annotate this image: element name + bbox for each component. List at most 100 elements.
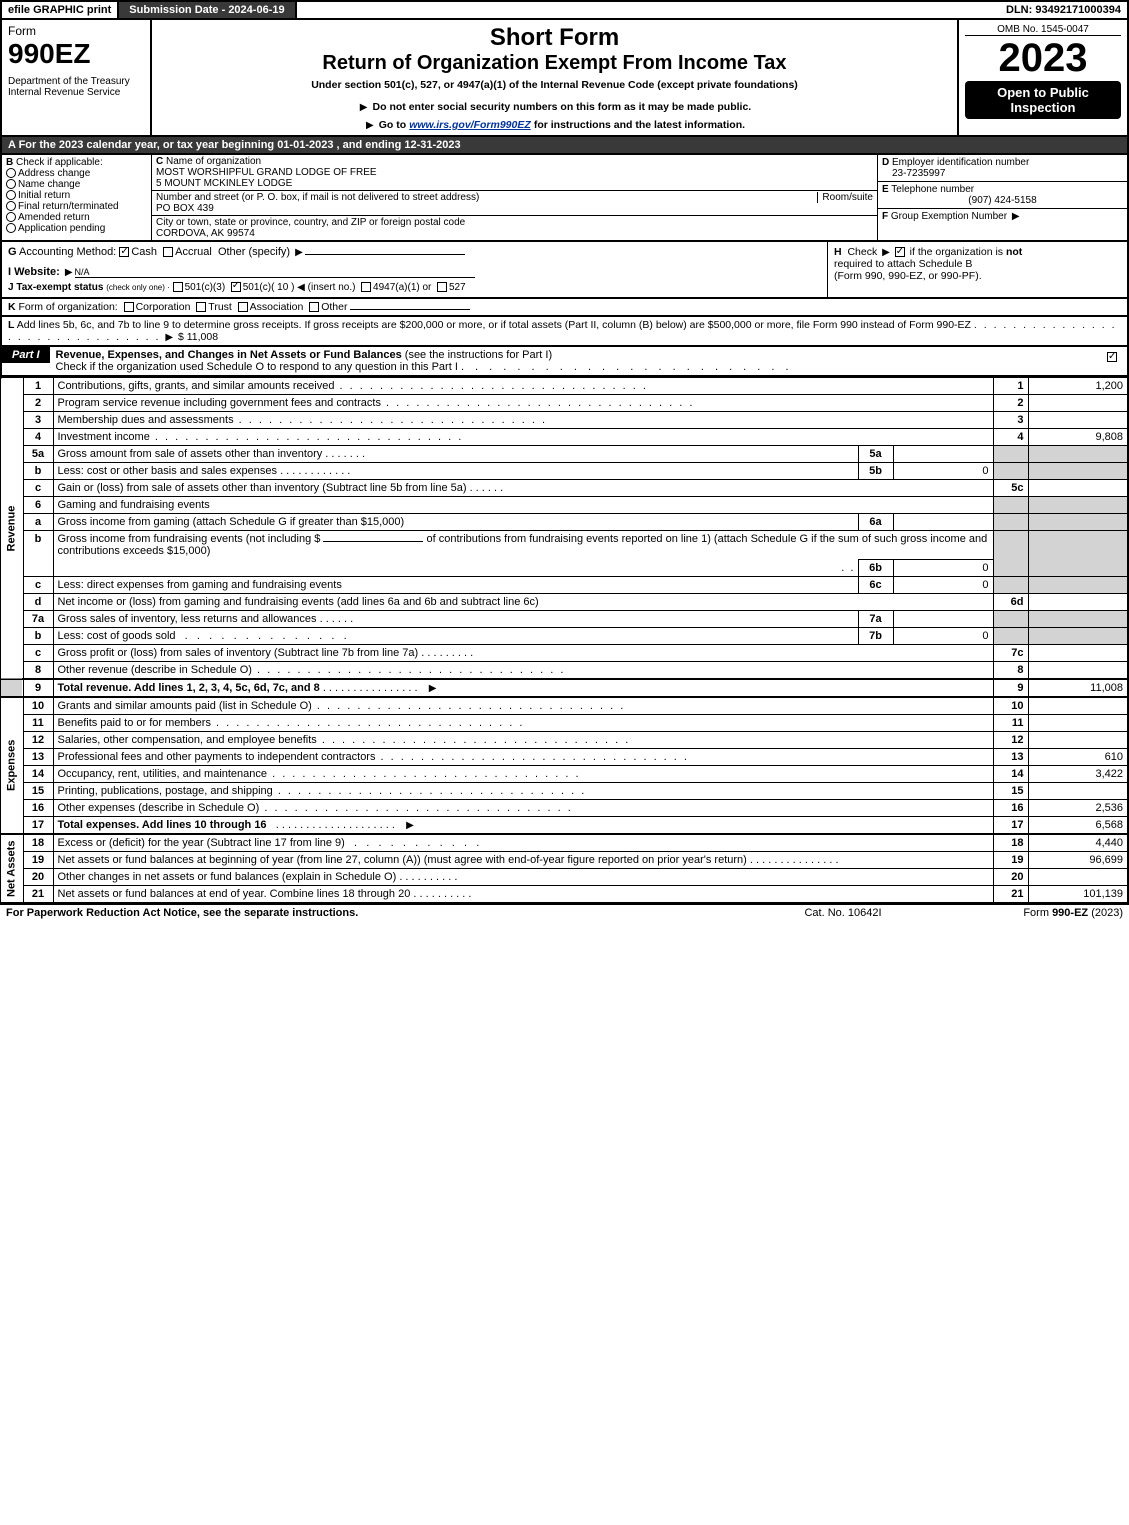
arrow-icon: [880, 246, 892, 258]
j-o1: 501(c)(3): [185, 282, 226, 293]
dept-1: Department of the Treasury: [8, 76, 144, 87]
table-row: Expenses 10Grants and similar amounts pa…: [1, 697, 1128, 715]
note-2-post: for instructions and the latest informat…: [534, 119, 745, 131]
col-de: D Employer identification number 23-7235…: [877, 155, 1127, 240]
line-desc: Printing, publications, postage, and shi…: [58, 785, 273, 797]
tax-year: 2023: [965, 36, 1121, 81]
checkbox-assoc[interactable]: [238, 302, 248, 312]
k-o3: Association: [250, 301, 304, 313]
b-item: Application pending: [18, 223, 105, 234]
line-desc: Benefits paid to or for members: [58, 717, 211, 729]
line-desc: Gain or (loss) from sale of assets other…: [58, 482, 467, 494]
checkbox-501c3[interactable]: [173, 282, 183, 292]
org-name-1: MOST WORSHIPFUL GRAND LODGE OF FREE: [156, 167, 377, 178]
footer-cat-no: Cat. No. 10642I: [763, 907, 923, 919]
efile-label[interactable]: efile GRAPHIC print: [2, 2, 119, 18]
line-desc: Less: direct expenses from gaming and fu…: [53, 577, 858, 594]
checkbox-accrual[interactable]: [163, 247, 173, 257]
table-row: 14Occupancy, rent, utilities, and mainte…: [1, 766, 1128, 783]
table-row: 20Other changes in net assets or fund ba…: [1, 869, 1128, 886]
table-row: bLess: cost of goods sold . . . . . . . …: [1, 628, 1128, 645]
arrow-icon: [364, 119, 376, 131]
ein-value: 23-7235997: [882, 168, 945, 179]
line-desc: Gross sales of inventory, less returns a…: [58, 613, 317, 625]
g-accrual: Accrual: [175, 246, 212, 258]
checkbox-application-pending[interactable]: [6, 223, 16, 233]
checkbox-name-change[interactable]: [6, 179, 16, 189]
j-label: Tax-exempt status: [16, 282, 103, 293]
org-name-2: 5 MOUNT MCKINLEY LODGE: [156, 178, 292, 189]
checkbox-amended-return[interactable]: [6, 212, 16, 222]
fundraising-amount-input[interactable]: [323, 541, 423, 542]
checkbox-cash[interactable]: [119, 247, 129, 257]
c-label-3: City or town, state or province, country…: [156, 217, 465, 228]
header-right: OMB No. 1545-0047 2023 Open to Public In…: [957, 20, 1127, 135]
table-row: 2Program service revenue including gover…: [1, 395, 1128, 412]
l-value: $ 11,008: [178, 331, 218, 343]
submission-date: Submission Date - 2024-06-19: [119, 2, 296, 18]
h-not: not: [1006, 246, 1022, 258]
line-desc: Other changes in net assets or fund bala…: [58, 871, 397, 883]
website-value: N/A: [75, 267, 475, 278]
h-text3: required to attach Schedule B: [834, 258, 972, 270]
irs-link[interactable]: www.irs.gov/Form990EZ: [409, 119, 531, 131]
return-title: Return of Organization Exempt From Incom…: [158, 52, 951, 75]
checkbox-501c[interactable]: [231, 282, 241, 292]
checkbox-part-i-schedule-o[interactable]: [1107, 352, 1117, 362]
table-row: 6Gaming and fundraising events: [1, 497, 1128, 514]
checkbox-h[interactable]: [895, 247, 905, 257]
table-row: 17Total expenses. Add lines 10 through 1…: [1, 817, 1128, 835]
checkbox-final-return[interactable]: [6, 201, 16, 211]
row-a-tax-year: A For the 2023 calendar year, or tax yea…: [0, 137, 1129, 155]
k-o4: Other: [321, 301, 347, 313]
checkbox-other[interactable]: [309, 302, 319, 312]
f-label: Group Exemption Number: [891, 211, 1007, 222]
row-l: L Add lines 5b, 6c, and 7b to line 9 to …: [0, 317, 1129, 347]
line-desc: Less: cost or other basis and sales expe…: [58, 465, 278, 477]
c-label-1: Name of organization: [166, 156, 261, 167]
table-row: 8Other revenue (describe in Schedule O) …: [1, 662, 1128, 680]
b-item: Initial return: [18, 190, 70, 201]
checkbox-address-change[interactable]: [6, 168, 16, 178]
checkbox-corp[interactable]: [124, 302, 134, 312]
open-public-badge: Open to Public Inspection: [965, 81, 1121, 119]
checkbox-trust[interactable]: [196, 302, 206, 312]
e-label: Telephone number: [891, 184, 974, 195]
checkbox-527[interactable]: [437, 282, 447, 292]
dln-label: DLN: 93492171000394: [1000, 2, 1127, 18]
org-address: PO BOX 439: [156, 203, 214, 214]
top-bar: efile GRAPHIC print Submission Date - 20…: [0, 0, 1129, 20]
row-ghi: G Accounting Method: Cash Accrual Other …: [0, 242, 1129, 299]
line-desc: Investment income: [58, 431, 150, 443]
line-desc: Gaming and fundraising events: [53, 497, 993, 514]
table-row: 7aGross sales of inventory, less returns…: [1, 611, 1128, 628]
table-row: cGross profit or (loss) from sales of in…: [1, 645, 1128, 662]
table-row: b Gross income from fundraising events (…: [1, 531, 1128, 560]
j-o3: 4947(a)(1) or: [373, 282, 431, 293]
arrow-icon: [63, 266, 75, 278]
table-row: 13Professional fees and other payments t…: [1, 749, 1128, 766]
line-value: 1,200: [1028, 378, 1128, 395]
line-desc: Program service revenue including govern…: [58, 397, 381, 409]
table-row: dNet income or (loss) from gaming and fu…: [1, 594, 1128, 611]
dept-2: Internal Revenue Service: [8, 87, 144, 98]
note-1: Do not enter social security numbers on …: [373, 101, 752, 113]
checkbox-4947[interactable]: [361, 282, 371, 292]
table-row: 15Printing, publications, postage, and s…: [1, 783, 1128, 800]
checkbox-initial-return[interactable]: [6, 190, 16, 200]
b-label: Check if applicable:: [16, 157, 103, 168]
part-i-check: Check if the organization used Schedule …: [56, 361, 458, 373]
table-row: cGain or (loss) from sale of assets othe…: [1, 480, 1128, 497]
k-o1: Corporation: [136, 301, 191, 313]
arrow-icon: [163, 331, 175, 343]
h-text2: if the organization is: [910, 246, 1003, 258]
other-specify-input[interactable]: [305, 254, 465, 255]
room-suite-label: Room/suite: [817, 192, 873, 203]
line-desc: Net assets or fund balances at beginning…: [58, 854, 747, 866]
line-desc: Other revenue (describe in Schedule O): [58, 664, 252, 676]
k-other-input[interactable]: [350, 309, 470, 310]
line-desc: Total expenses. Add lines 10 through 16: [58, 819, 267, 831]
arrow-icon: [358, 101, 370, 113]
j-sub: (check only one) ·: [106, 283, 170, 292]
table-row: Revenue 1 Contributions, gifts, grants, …: [1, 378, 1128, 395]
